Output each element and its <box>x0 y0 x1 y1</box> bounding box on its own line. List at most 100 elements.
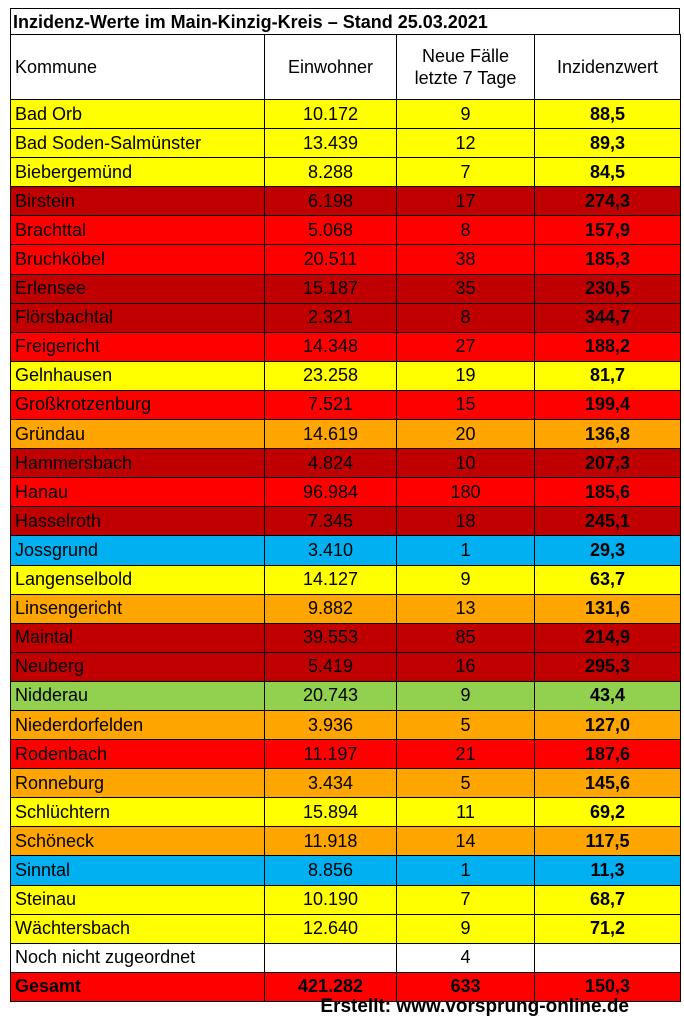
faelle-cell: 9 <box>396 564 535 595</box>
faelle-cell: 14 <box>396 826 535 857</box>
inzidenz-cell: 81,7 <box>534 360 681 391</box>
faelle-cell: 9 <box>396 913 535 944</box>
einwohner-cell: 20.511 <box>264 244 397 275</box>
faelle-cell: 27 <box>396 331 535 362</box>
einwohner-cell: 6.198 <box>264 186 397 217</box>
kommune-cell: Gründau <box>10 419 265 450</box>
kommune-cell: Steinau <box>10 884 265 915</box>
kommune-cell: Gelnhausen <box>10 360 265 391</box>
table-row: Maintal 39.553 85 214,9 <box>10 622 681 653</box>
table-row: Hanau 96.984 180 185,6 <box>10 477 681 508</box>
faelle-cell: 18 <box>396 506 535 537</box>
kommune-cell: Freigericht <box>10 331 265 362</box>
kommune-cell: Bad Soden-Salmünster <box>10 128 265 159</box>
table-row: Wächtersbach 12.640 9 71,2 <box>10 913 681 944</box>
einwohner-cell: 10.172 <box>264 98 397 130</box>
inzidenz-cell: 274,3 <box>534 186 681 217</box>
inzidenz-cell: 136,8 <box>534 419 681 450</box>
inzidenz-cell: 214,9 <box>534 622 681 653</box>
faelle-cell: 9 <box>396 680 535 711</box>
kommune-cell: Niederdorfelden <box>10 709 265 741</box>
kommune-cell: Ronneburg <box>10 768 265 799</box>
inzidenz-cell: 71,2 <box>534 913 681 944</box>
kommune-cell: Hammersbach <box>10 448 265 479</box>
einwohner-cell: 12.640 <box>264 913 397 944</box>
inzidenz-cell: 89,3 <box>534 128 681 159</box>
einwohner-cell: 39.553 <box>264 622 397 653</box>
einwohner-cell: 96.984 <box>264 477 397 508</box>
faelle-cell: 633 <box>396 971 535 1002</box>
einwohner-cell: 14.348 <box>264 331 397 362</box>
einwohner-cell: 10.190 <box>264 884 397 915</box>
inzidenz-cell: 131,6 <box>534 593 681 624</box>
table-row: Gründau 14.619 20 136,8 <box>10 419 681 450</box>
table-row: Schlüchtern 15.894 11 69,2 <box>10 797 681 828</box>
einwohner-cell: 15.894 <box>264 797 397 828</box>
inzidenz-cell: 117,5 <box>534 826 681 857</box>
einwohner-cell: 15.187 <box>264 273 397 304</box>
einwohner-cell: 20.743 <box>264 680 397 711</box>
table-row: Erlensee 15.187 35 230,5 <box>10 273 681 304</box>
kommune-cell: Bad Orb <box>10 98 265 130</box>
einwohner-cell: 3.410 <box>264 535 397 566</box>
faelle-cell: 180 <box>396 477 535 508</box>
faelle-cell: 7 <box>396 884 535 915</box>
faelle-cell: 10 <box>396 448 535 479</box>
inzidenz-cell: 199,4 <box>534 389 681 421</box>
kommune-cell: Wächtersbach <box>10 913 265 944</box>
inzidenz-cell: 185,6 <box>534 477 681 508</box>
einwohner-cell: 4.824 <box>264 448 397 479</box>
table-row: Noch nicht zugeordnet 4 <box>10 942 681 973</box>
table-row: Großkrotzenburg 7.521 15 199,4 <box>10 389 681 421</box>
header-neue-faelle: Neue Fälle letzte 7 Tage <box>396 34 535 100</box>
kommune-cell: Biebergemünd <box>10 157 265 188</box>
inzidenz-cell: 88,5 <box>534 98 681 130</box>
kommune-cell: Großkrotzenburg <box>10 389 265 421</box>
inzidenz-cell: 84,5 <box>534 157 681 188</box>
faelle-cell: 8 <box>396 302 535 333</box>
table-title: Inzidenz-Werte im Main-Kinzig-Kreis – St… <box>10 8 680 34</box>
inzidenz-cell: 63,7 <box>534 564 681 595</box>
inzidenz-cell: 187,6 <box>534 739 681 770</box>
inzidenz-cell: 68,7 <box>534 884 681 915</box>
einwohner-cell: 5.419 <box>264 651 397 682</box>
table-row: Bruchköbel 20.511 38 185,3 <box>10 244 681 275</box>
kommune-cell: Neuberg <box>10 651 265 682</box>
einwohner-cell: 3.434 <box>264 768 397 799</box>
faelle-cell: 16 <box>396 651 535 682</box>
incidence-table: Kommune Einwohner Neue Fälle letzte 7 Ta… <box>10 34 681 1002</box>
table-row: Bad Orb 10.172 9 88,5 <box>10 98 681 130</box>
kommune-cell: Noch nicht zugeordnet <box>10 942 265 973</box>
kommune-cell: Bruchköbel <box>10 244 265 275</box>
inzidenz-cell: 127,0 <box>534 709 681 741</box>
kommune-cell: Hanau <box>10 477 265 508</box>
einwohner-cell: 23.258 <box>264 360 397 391</box>
faelle-cell: 38 <box>396 244 535 275</box>
inzidenz-cell: 185,3 <box>534 244 681 275</box>
inzidenz-cell: 150,3 <box>534 971 681 1002</box>
inzidenz-cell: 145,6 <box>534 768 681 799</box>
header-kommune: Kommune <box>10 34 265 100</box>
einwohner-cell: 3.936 <box>264 709 397 741</box>
inzidenz-cell: 157,9 <box>534 215 681 246</box>
kommune-cell: Schlüchtern <box>10 797 265 828</box>
inzidenz-cell: 207,3 <box>534 448 681 479</box>
faelle-cell: 1 <box>396 535 535 566</box>
einwohner-cell <box>264 942 397 973</box>
faelle-cell: 1 <box>396 855 535 886</box>
einwohner-cell: 8.288 <box>264 157 397 188</box>
kommune-cell: Nidderau <box>10 680 265 711</box>
table-row: Birstein 6.198 17 274,3 <box>10 186 681 217</box>
kommune-cell: Erlensee <box>10 273 265 304</box>
kommune-cell: Flörsbachtal <box>10 302 265 333</box>
header-einwohner: Einwohner <box>264 34 397 100</box>
table-row: Jossgrund 3.410 1 29,3 <box>10 535 681 566</box>
inzidenz-cell: 295,3 <box>534 651 681 682</box>
table-row: Linsengericht 9.882 13 131,6 <box>10 593 681 624</box>
table-row: Hammersbach 4.824 10 207,3 <box>10 448 681 479</box>
kommune-cell: Rodenbach <box>10 739 265 770</box>
table-row: Niederdorfelden 3.936 5 127,0 <box>10 709 681 741</box>
header-neue-faelle-line1: Neue Fälle <box>421 46 510 66</box>
table-row: Brachttal 5.068 8 157,9 <box>10 215 681 246</box>
faelle-cell: 5 <box>396 768 535 799</box>
